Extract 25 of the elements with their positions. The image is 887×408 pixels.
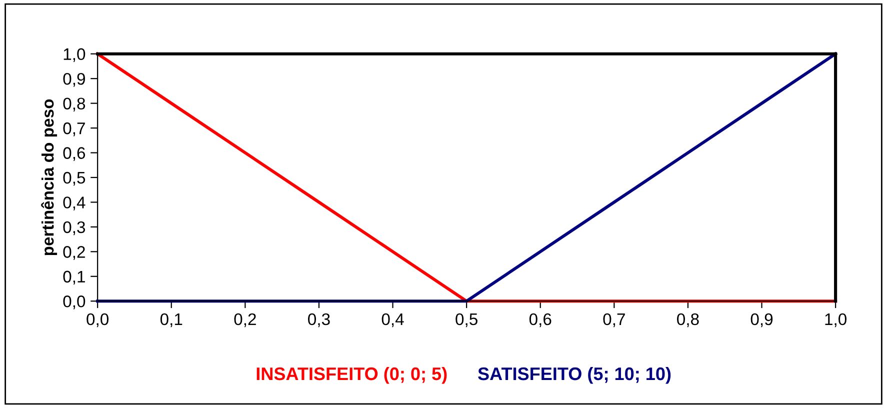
y-tick-label: 0,1	[63, 270, 85, 285]
y-tick-label: 0,4	[63, 196, 86, 210]
y-tick-label: 0,2	[63, 246, 85, 260]
x-tick-label: 0,3	[308, 313, 330, 328]
y-tick-label: 0,7	[63, 122, 85, 136]
text: INSATISFEITO (0; 0; 5)	[256, 366, 447, 384]
x-tick-label: 0,1	[160, 313, 182, 328]
y-tick-label: 0,0	[63, 296, 86, 310]
x-tick-label: 0,8	[677, 313, 699, 328]
y-tick-label: 0,3	[63, 221, 86, 236]
y-tick-label: 0,8	[63, 98, 86, 112]
x-tick-label: 0,2	[234, 313, 256, 328]
x-tick-label: 0,6	[529, 313, 552, 328]
y-tick-label: 0,5	[63, 172, 86, 186]
y-axis-title: pertinência do peso	[41, 99, 58, 256]
y-tick-label: 1,0	[64, 48, 86, 62]
x-tick-label: 1,0	[825, 313, 846, 328]
x-tick-label: 0,0	[86, 313, 109, 328]
x-tick-label: 0,4	[382, 313, 404, 328]
y-tick-label: 0,9	[63, 72, 85, 87]
x-tick-label: 0,7	[603, 313, 625, 328]
x-tick-label: 0,9	[750, 313, 773, 328]
x-tick-label: 0,5	[456, 313, 478, 328]
y-tick-label: 0,6	[63, 147, 86, 161]
text: SATISFEITO (5; 10; 10)	[478, 366, 671, 384]
